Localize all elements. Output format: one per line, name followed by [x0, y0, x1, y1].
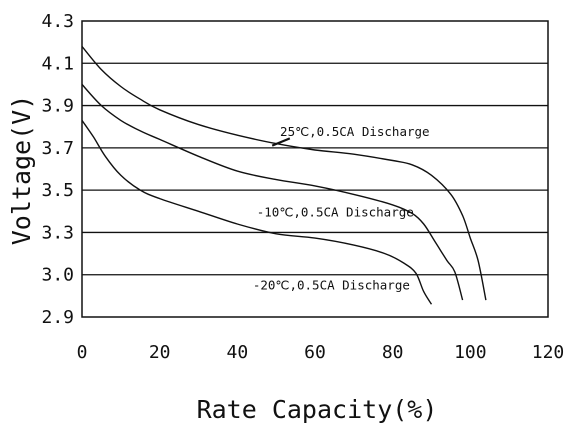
series-line-minus10c: [81, 83, 464, 301]
series-line-25c: [81, 45, 487, 301]
x-tick-label: 120: [532, 342, 565, 363]
y-tick-label: 3.3: [41, 222, 74, 243]
y-tick-label: 3.7: [41, 138, 74, 159]
series-label-minus20c: -20℃,0.5CA Discharge: [253, 278, 410, 293]
series-label-25c: 25℃,0.5CA Discharge: [280, 124, 430, 139]
y-tick-label: 3.9: [41, 96, 74, 117]
x-tick-label: 80: [382, 342, 404, 363]
x-tick-label: 60: [304, 342, 326, 363]
label-leader-25c: [271, 137, 291, 147]
y-tick-label: 4.3: [41, 11, 74, 32]
y-tick-label: 3.5: [41, 180, 74, 201]
y-axis-title: Voltage(V): [7, 95, 36, 246]
series-line-minus20c: [81, 120, 433, 305]
plot-frame: [81, 20, 549, 318]
y-tick-label: 2.9: [41, 307, 74, 328]
series-lines: [81, 45, 487, 305]
x-tick-label: 0: [77, 342, 88, 363]
grid-lines: [82, 62, 548, 276]
series-label-minus10c: -10℃,0.5CA Discharge: [257, 205, 414, 220]
y-tick-label: 3.0: [41, 265, 74, 286]
x-tick-label: 40: [226, 342, 248, 363]
series-labels: 25℃,0.5CA Discharge -10℃,0.5CA Discharge -…: [253, 124, 430, 292]
x-tick-label: 100: [454, 342, 487, 363]
x-tick-labels: 0 20 40 60 80 100 120: [77, 342, 565, 363]
x-axis-title: Rate Capacity(%): [197, 395, 438, 424]
y-tick-labels: 2.9 3.0 3.3 3.5 3.7 3.9 4.1 4.3: [41, 11, 74, 328]
x-tick-label: 20: [149, 342, 171, 363]
y-tick-label: 4.1: [41, 53, 74, 74]
